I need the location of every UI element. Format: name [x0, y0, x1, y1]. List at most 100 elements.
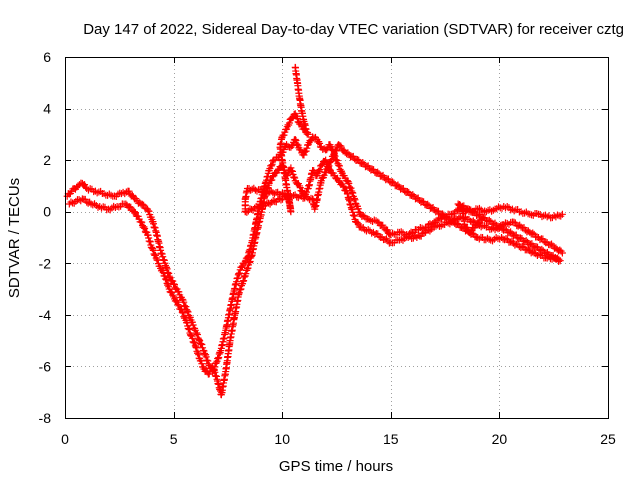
track-a-point — [510, 207, 518, 215]
y-tick-label: -8 — [39, 410, 52, 426]
track-c-point — [374, 168, 382, 176]
track-a-point — [235, 269, 243, 277]
track-a-point — [268, 161, 276, 169]
data-points — [63, 63, 566, 399]
track-c-point — [271, 198, 279, 206]
x-tick-label: 10 — [274, 431, 290, 447]
x-tick-label: 5 — [170, 431, 178, 447]
track-c-point — [293, 193, 301, 201]
track-a-point — [95, 188, 103, 196]
track-b-point — [169, 291, 177, 299]
track-a-point — [145, 207, 153, 215]
y-tick-label: 0 — [43, 204, 51, 220]
track-a-point — [204, 360, 212, 368]
chart-title: Day 147 of 2022, Sidereal Day-to-day VTE… — [83, 21, 624, 38]
track-c-point — [286, 115, 294, 123]
x-tick-label: 0 — [61, 431, 69, 447]
track-a-point — [558, 210, 566, 218]
track-a-point — [316, 139, 324, 147]
track-a-point — [292, 136, 300, 144]
track-c-point — [475, 235, 483, 243]
track-c-point — [249, 206, 257, 214]
track-c-point — [359, 159, 367, 167]
track-b-point — [138, 218, 146, 226]
track-b-point — [296, 184, 304, 192]
track-b-point — [268, 176, 276, 184]
y-tick-label: -6 — [39, 358, 52, 374]
track-b-point — [141, 224, 149, 232]
track-c-point — [260, 202, 268, 210]
track-c-point — [324, 163, 332, 171]
track-c-point — [325, 162, 333, 170]
track-b-point — [469, 217, 477, 225]
track-c-point — [515, 235, 523, 243]
x-tick-labels: 0 5 10 15 20 25 — [61, 431, 616, 447]
track-c-point — [502, 235, 510, 243]
track-a-point — [554, 211, 562, 219]
track-c-point — [457, 204, 465, 212]
track-a-point — [195, 336, 203, 344]
track-b-point — [72, 197, 80, 205]
track-b-point — [179, 309, 187, 317]
track-b-point — [131, 208, 139, 216]
track-c-point — [243, 208, 251, 216]
track-b-point — [180, 313, 188, 321]
track-b-point — [140, 223, 148, 231]
track-a-point — [301, 148, 309, 156]
track-c-point — [333, 146, 341, 154]
track-a-point — [138, 200, 146, 208]
track-b-point — [67, 198, 75, 206]
track-a-point — [189, 321, 197, 329]
track-b-point — [189, 338, 197, 346]
track-c-point — [529, 248, 537, 256]
track-a-point — [293, 140, 301, 148]
track-c-point — [523, 246, 531, 254]
track-c-point — [248, 185, 256, 193]
y-tick-label: -4 — [39, 307, 52, 323]
track-b-point — [154, 256, 162, 264]
track-b-point — [339, 182, 347, 190]
track-a-point — [180, 298, 188, 306]
track-b-point — [70, 199, 78, 207]
track-c-point — [303, 130, 311, 138]
track-b-point — [172, 297, 180, 305]
track-a-point — [291, 136, 299, 144]
track-a-point — [345, 179, 353, 187]
track-c-point — [252, 203, 260, 211]
y-axis-label: SDTVAR / TECUs — [6, 178, 23, 298]
track-a-point — [125, 187, 133, 195]
track-c-point — [259, 188, 267, 196]
track-a-point — [384, 226, 392, 234]
track-a-point — [193, 329, 201, 337]
track-b-point — [315, 167, 323, 175]
track-c-point — [462, 223, 470, 231]
track-b-point — [558, 249, 566, 257]
track-c-point — [295, 119, 303, 127]
track-b-point — [510, 218, 518, 226]
track-b-point — [340, 183, 348, 191]
track-a-point — [347, 184, 355, 192]
track-a-point — [193, 331, 201, 339]
track-a-point — [543, 213, 551, 221]
y-tick-label: 4 — [43, 101, 51, 117]
track-a-point — [354, 205, 362, 213]
track-a-point — [93, 189, 101, 197]
track-c-point — [500, 226, 508, 234]
track-c-point — [294, 118, 302, 126]
track-c-point — [302, 129, 310, 137]
track-a-point — [128, 191, 136, 199]
track-a-point — [175, 288, 183, 296]
track-a-point — [212, 359, 220, 367]
track-c-point — [247, 205, 255, 213]
track-b-point — [274, 166, 282, 174]
track-b-point — [178, 308, 186, 316]
track-c-point — [294, 194, 302, 202]
track-c-point — [285, 190, 293, 198]
track-b-point — [437, 222, 445, 230]
track-a-point — [267, 162, 275, 170]
plot-frame — [65, 57, 609, 419]
track-c-point — [424, 200, 432, 208]
track-c-point — [532, 250, 540, 258]
track-a-point — [333, 157, 341, 165]
